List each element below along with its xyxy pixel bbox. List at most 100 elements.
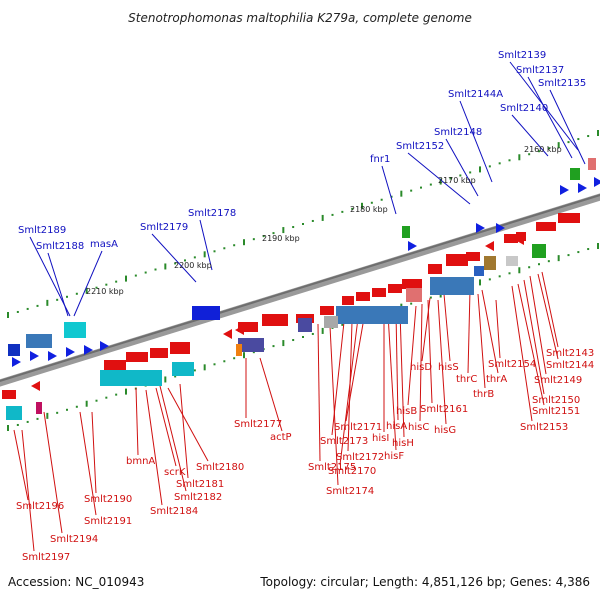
gene-feature (26, 334, 52, 348)
tick-label: 2160 kbp (524, 145, 562, 154)
gene-label-lower: thrA (486, 374, 507, 385)
gene-feature (6, 406, 22, 420)
gene-label-lower: Smlt2143 (546, 348, 594, 359)
gene-arrow (223, 329, 232, 339)
topology-summary: Topology: circular; Length: 4,851,126 bp… (259, 575, 590, 589)
gene-arrow (235, 325, 244, 335)
gene-label-lower: Smlt2174 (326, 486, 374, 497)
gene-feature (372, 288, 386, 297)
gene-feature (238, 322, 258, 332)
gene-arrow (30, 351, 39, 361)
gene-feature (104, 360, 126, 370)
gene-arrow (48, 351, 57, 361)
gene-label-lower: thrC (456, 374, 477, 385)
gene-label-lower: Smlt2153 (520, 422, 568, 433)
gene-feature (298, 318, 312, 332)
leader-lines (13, 61, 586, 552)
tick-label: 2200 kbp (174, 261, 212, 270)
gene-label-lower: hisA (386, 421, 407, 432)
gene-arrow (594, 177, 600, 187)
gene-arrow (408, 241, 417, 251)
gene-feature (236, 344, 242, 356)
gene-feature (2, 390, 16, 399)
gene-label-lower: Smlt2150 (532, 395, 580, 406)
tick-label: 2170 kbp (438, 176, 476, 185)
gene-label-upper: Smlt2148 (434, 127, 482, 138)
gene-label-upper: Smlt2179 (140, 222, 188, 233)
gene-label-lower: thrB (473, 389, 494, 400)
gene-feature (262, 314, 288, 326)
gene-feature (126, 352, 148, 362)
gene-feature (402, 226, 410, 238)
gene-label-lower: hisI (372, 433, 389, 444)
gene-feature (466, 252, 480, 261)
gene-feature (588, 158, 596, 170)
gene-label-upper: Smlt2144A (448, 89, 503, 100)
gene-feature (324, 316, 338, 328)
gene-arrow (515, 235, 524, 245)
gene-feature (356, 292, 370, 301)
gene-feature (388, 284, 402, 293)
gene-label-lower: Smlt2171 (334, 422, 382, 433)
gene-arrow (485, 241, 494, 251)
gene-label-lower: scrK (164, 467, 186, 478)
gene-label-lower: bmnA (126, 456, 155, 467)
gene-label-lower: Smlt2180 (196, 462, 244, 473)
gene-feature (342, 296, 354, 305)
gene-label-upper: Smlt2139 (498, 50, 546, 61)
gene-feature (516, 232, 526, 241)
gene-features (2, 158, 600, 420)
gene-label-lower: Smlt2184 (150, 506, 198, 517)
gene-label-lower: Smlt2161 (420, 404, 468, 415)
gene-label-upper: Smlt2140 (500, 103, 548, 114)
gene-arrow (12, 357, 21, 367)
gene-label-lower: Smlt2149 (534, 375, 582, 386)
gene-label-lower: hisB (396, 406, 417, 417)
gene-feature (536, 222, 556, 231)
gene-arrow (31, 381, 40, 391)
gene-label-upper: masA (90, 239, 118, 250)
gene-label-lower: Smlt2170 (328, 466, 376, 477)
gene-label-lower: Smlt2191 (84, 516, 132, 527)
gene-feature (570, 168, 580, 180)
gene-feature (172, 362, 194, 376)
gene-label-lower: Smlt2151 (532, 406, 580, 417)
gene-arrow (496, 223, 505, 233)
backbone (0, 193, 600, 387)
gene-label-lower: Smlt2182 (174, 492, 222, 503)
gene-label-upper: Smlt2137 (516, 65, 564, 76)
gene-label-upper: Smlt2152 (396, 141, 444, 152)
tick-labels: 2160 kbp 2170 kbp 2180 kbp 2190 kbp 2200… (86, 145, 562, 296)
accession-text: Accession: NC_010943 (8, 575, 144, 589)
gene-feature (402, 279, 422, 289)
gene-label-lower: hisH (392, 438, 414, 449)
gene-feature (238, 338, 264, 352)
gene-feature (446, 254, 468, 266)
gene-label-lower: Smlt2173 (320, 436, 368, 447)
gene-arrow (476, 223, 485, 233)
gene-label-upper: Smlt2135 (538, 78, 586, 89)
gene-label-lower: actP (270, 432, 292, 443)
gene-label-lower: Smlt2190 (84, 494, 132, 505)
tick-label: 2210 kbp (86, 287, 124, 296)
gene-feature (36, 402, 42, 414)
gene-label-upper: Smlt2178 (188, 208, 236, 219)
gene-label-lower: Smlt2172 (336, 452, 384, 463)
gene-label-lower: hisS (438, 362, 459, 373)
gene-labels: Smlt2139 Smlt2137 Smlt2135 Smlt2140 Smlt2144… (16, 50, 594, 563)
gene-arrow (84, 345, 93, 355)
gene-arrow (560, 185, 569, 195)
gene-label-upper: Smlt2189 (18, 225, 66, 236)
gene-feature (170, 342, 190, 354)
gene-feature (406, 288, 422, 302)
dotted-guide-lines (7, 130, 599, 431)
gene-feature (484, 256, 496, 270)
gene-feature (192, 306, 220, 320)
gene-label-lower: hisF (384, 451, 404, 462)
gene-label-upper: Smlt2188 (36, 241, 84, 252)
gene-label-lower: Smlt2177 (234, 419, 282, 430)
gene-feature (100, 370, 162, 386)
gene-feature (8, 344, 20, 356)
gene-label-lower: Smlt2154 (488, 359, 536, 370)
